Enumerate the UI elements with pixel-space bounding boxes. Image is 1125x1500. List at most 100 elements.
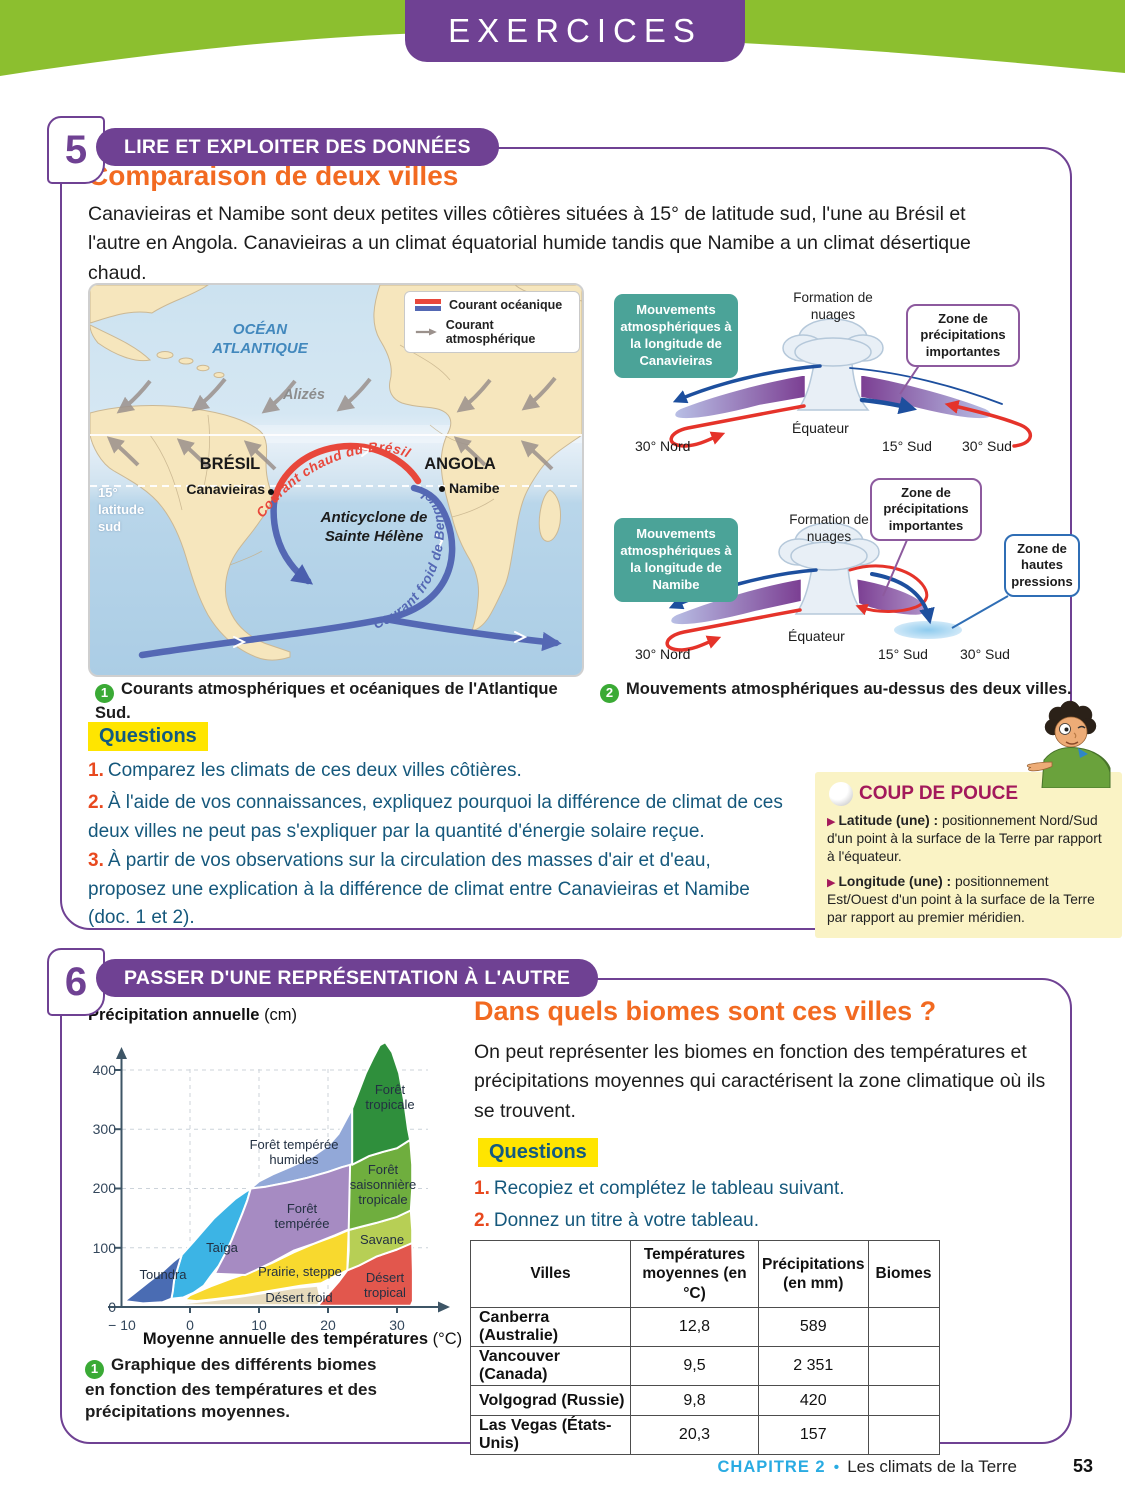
triangle-bullet-icon: ▶ bbox=[827, 816, 836, 828]
question-number: 1. bbox=[474, 1178, 490, 1199]
xtick-0: 0 bbox=[186, 1317, 194, 1333]
header-precipitations: Précipitations (en mm) bbox=[758, 1239, 869, 1309]
exercise5-questions-label: Questions bbox=[88, 722, 208, 751]
question-text: Donnez un titre à votre tableau. bbox=[493, 1210, 759, 1231]
question-number: 2. bbox=[474, 1210, 490, 1231]
definition-longitude-text: positionnement Est/Ouest d'un point à la… bbox=[827, 873, 1095, 926]
trade-wind-arrows bbox=[106, 376, 557, 471]
high-pressure-callout: Zone de hautes pressions bbox=[1004, 534, 1080, 597]
label-foret-temperee-humide: Forêt tempérée humides bbox=[249, 1137, 339, 1167]
exercise5-intro: Canavieiras et Namibe sont deux petites … bbox=[88, 203, 971, 284]
cell-biome bbox=[867, 1346, 940, 1387]
pressure-callout-pointer bbox=[951, 595, 1009, 629]
label-desert-tropical: Désert tropical bbox=[364, 1270, 406, 1300]
exercise5-skill-pill: LIRE ET EXPLOITER DES DONNÉES bbox=[96, 128, 499, 166]
y-axis-unit: (cm) bbox=[264, 1006, 298, 1024]
cell-biome bbox=[867, 1385, 940, 1417]
gyre-descending-branch bbox=[270, 499, 314, 585]
canavieiras-dot bbox=[268, 489, 274, 495]
ytick-0: 0 bbox=[108, 1299, 116, 1315]
label-foret-tropicale: Forêt tropicale bbox=[365, 1082, 415, 1112]
label-15-sud: 15° Sud bbox=[882, 438, 932, 454]
exercise6-intro: On peut représenter les biomes en foncti… bbox=[474, 1041, 1046, 1122]
label-30-sud: 30° Sud bbox=[962, 438, 1012, 454]
cell-precip: 589 bbox=[758, 1307, 869, 1348]
footer-page-number: 53 bbox=[1072, 1456, 1093, 1476]
x-axis-title-text: Moyenne annuelle des températures bbox=[142, 1330, 429, 1348]
footer-chapter-name: Les climats de la Terre bbox=[847, 1457, 1017, 1476]
exercise6-question-1: 1. Recopiez et complétez le tableau suiva… bbox=[474, 1175, 1054, 1204]
label-desert-froid: Désert froid bbox=[265, 1290, 333, 1305]
precipitation-zone-callout: Zone de précipitations importantes bbox=[906, 304, 1020, 367]
mascot-hoodie bbox=[1041, 747, 1111, 788]
xtick-minus10: − 10 bbox=[108, 1317, 136, 1333]
exercise6-skill-label: PASSER D'UNE REPRÉSENTATION À L'AUTRE bbox=[124, 967, 571, 989]
exercise5-number: 5 bbox=[64, 127, 88, 172]
label-equateur: Équateur bbox=[788, 628, 845, 644]
x-axis-unit: (°C) bbox=[432, 1330, 463, 1348]
label-15-sud: 15° Sud bbox=[878, 646, 928, 662]
exercise6-question-2: 2. Donnez un titre à votre tableau. bbox=[474, 1207, 1054, 1236]
latitude-15s-label: 15° latitude sud bbox=[98, 485, 145, 534]
cell-precip: 157 bbox=[758, 1415, 869, 1456]
alizes-label: Alizés bbox=[283, 387, 325, 403]
header-villes: Villes bbox=[470, 1239, 631, 1309]
coup-de-pouce-title-row: COUP DE POUCE bbox=[829, 782, 1122, 806]
cell-biome bbox=[867, 1307, 940, 1348]
label-equateur: Équateur bbox=[792, 420, 849, 436]
gray-arrow-icon bbox=[415, 328, 437, 336]
table-row: Canberra (Australie) 12,8 589 bbox=[470, 1307, 940, 1348]
atmo-diagram-canavieiras: Mouvements atmosphériques à la longitude… bbox=[610, 288, 1072, 478]
cell-temp: 20,3 bbox=[630, 1415, 759, 1456]
angola-label: ANGOLA bbox=[424, 455, 496, 473]
legend-atmo-current-label: Courant atmosphérique bbox=[445, 318, 536, 346]
xtick-20: 20 bbox=[320, 1317, 336, 1333]
cloud-formation-label: Formation de nuages bbox=[789, 512, 869, 544]
cell-ville: Vancouver (Canada) bbox=[470, 1346, 631, 1387]
table-row: Las Vegas (États-Unis) 20,3 157 bbox=[470, 1415, 940, 1456]
page-title: EXERCICES bbox=[448, 12, 702, 49]
atmo-diagram1-graphic bbox=[669, 318, 1032, 448]
caption2-badge: 2 bbox=[600, 683, 619, 703]
label-savane: Savane bbox=[359, 1232, 405, 1247]
y-axis-title-text: Précipitation annuelle bbox=[88, 1006, 260, 1024]
mascot-face bbox=[1054, 716, 1088, 748]
atlantic-map-figure: Courant chaud du Brésil Courant froid de… bbox=[88, 283, 584, 677]
definition-latitude-text: positionnement Nord/Sud d'un point à la … bbox=[827, 813, 1102, 865]
namibe-label: Namibe bbox=[449, 480, 500, 496]
atmo-diagram2-graphic bbox=[665, 522, 1009, 652]
xtick-30: 30 bbox=[389, 1317, 405, 1333]
question-number: 2. bbox=[88, 792, 104, 813]
page-header-tab: EXERCICES bbox=[405, 0, 745, 62]
label-30-nord: 30° Nord bbox=[635, 438, 691, 454]
label-30-nord: 30° Nord bbox=[635, 646, 691, 662]
ytick-300: 300 bbox=[92, 1121, 116, 1137]
diagram2-title-box: Mouvements atmosphériques à la longitude… bbox=[614, 518, 738, 602]
ytick-400: 400 bbox=[92, 1062, 116, 1078]
question-text: À l'aide de vos connaissances, expliquez… bbox=[88, 792, 783, 842]
header-biomes: Biomes bbox=[867, 1239, 940, 1309]
exercise5-question-3: 3. À partir de vos observations sur la ci… bbox=[88, 847, 793, 933]
mascot-pointing-hand bbox=[1026, 761, 1053, 772]
exercise5-question-1: 1. Comparez les climats de ces deux ville… bbox=[88, 757, 798, 786]
bresil-label: BRÉSIL bbox=[199, 455, 261, 473]
chart-x-axis-title: Moyenne annuelle des températures (°C) bbox=[130, 1330, 475, 1349]
high-pressure-zone bbox=[894, 621, 962, 639]
namibe-dot bbox=[439, 486, 445, 492]
cell-ville: Canberra (Australie) bbox=[470, 1307, 631, 1348]
cell-temp: 9,8 bbox=[630, 1385, 759, 1417]
madagascar-land bbox=[538, 489, 561, 542]
ocean-label: OCÉAN ATLANTIQUE bbox=[212, 321, 308, 357]
chart-caption-badge: 1 bbox=[85, 1359, 104, 1379]
brazil-warm-current bbox=[270, 442, 422, 507]
cloud bbox=[778, 522, 880, 615]
axes bbox=[108, 1047, 450, 1313]
atmo-diagram-namibe: Mouvements atmosphériques à la longitude… bbox=[610, 478, 1080, 678]
region-toundra bbox=[123, 1253, 183, 1305]
cell-temp: 9,5 bbox=[630, 1346, 759, 1387]
definition-latitude: ▶ Latitude (une) : positionnement Nord/Su… bbox=[827, 812, 1110, 867]
question-number: 3. bbox=[88, 850, 104, 871]
mascot-illustration bbox=[1026, 700, 1111, 788]
cell-biome bbox=[867, 1415, 940, 1456]
